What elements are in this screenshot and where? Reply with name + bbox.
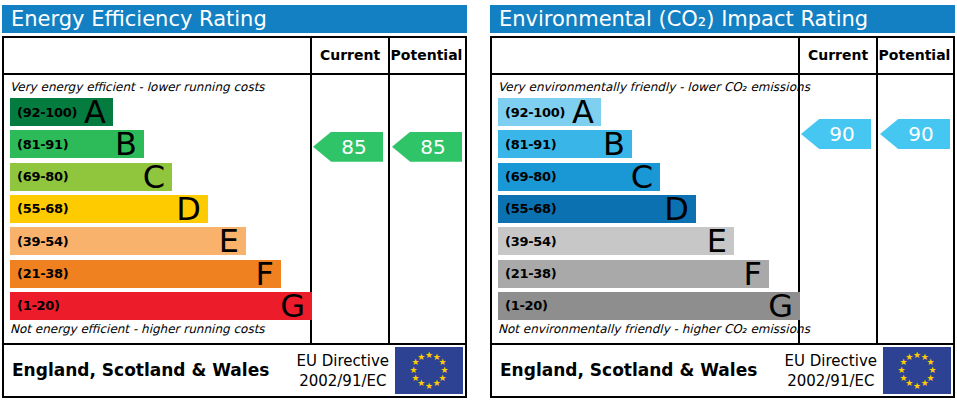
band-range: (1-20) [10,298,60,313]
band-range: (39-54) [498,234,556,249]
eu-flag: ★★★★★★★★★★★★ [883,347,951,394]
band-range: (92-100) [498,105,565,120]
environmental-rating-chart: Current Potential Very environmentally f… [490,36,955,345]
band-c: (69-80) C [498,163,660,191]
band-letter: C [143,163,172,191]
eu-flag: ★★★★★★★★★★★★ [395,347,463,394]
current-column-header: Current [312,38,388,73]
potential-rating-value: 85 [420,135,445,159]
potential-column-header: Potential [878,38,951,73]
band-range: (69-80) [10,169,68,184]
band-e: (39-54) E [10,227,246,255]
current-rating-value: 85 [341,135,366,159]
band-e: (39-54) E [498,227,734,255]
band-a: (92-100) A [498,98,601,126]
current-rating-arrow: 90 [801,119,871,149]
eu-directive-line2: 2002/91/EC [297,371,389,391]
band-range: (55-68) [498,201,556,216]
eu-flag-star: ★ [432,379,441,388]
current-rating-arrow: 85 [313,132,383,162]
band-range: (21-38) [10,266,68,281]
eu-flag-star: ★ [920,379,929,388]
eu-flag-star: ★ [897,366,906,375]
column-divider [388,38,390,343]
energy-rating-chart: Current Potential Very energy efficient … [2,36,467,345]
band-letter: A [572,98,601,126]
band-letter: B [603,130,632,158]
bottom-note: Not environmentally friendly - higher CO… [498,322,810,336]
band-letter: F [744,260,769,288]
band-letter: D [176,195,208,223]
eu-flag-star: ★ [913,382,922,391]
potential-rating-arrow: 90 [880,119,950,149]
panel-footer: England, Scotland & Wales EU Directive 2… [2,343,467,398]
band-letter: E [707,227,734,255]
band-letter: D [664,195,696,223]
band-b: (81-91) B [498,130,632,158]
region-label: England, Scotland & Wales [12,345,269,396]
eu-flag-star: ★ [411,374,420,383]
current-column-header: Current [800,38,876,73]
band-range: (69-80) [498,169,556,184]
band-f: (21-38) F [10,260,281,288]
eu-flag-star: ★ [417,353,426,362]
band-letter: E [219,227,246,255]
eu-flag-star: ★ [905,353,914,362]
environmental-impact-panel: Environmental (CO₂) Impact Rating Curren… [490,0,955,404]
eu-flag-star: ★ [899,374,908,383]
eu-directive-line2: 2002/91/EC [785,371,877,391]
top-note: Very environmentally friendly - lower CO… [498,80,810,94]
band-range: (81-91) [498,137,556,152]
eu-directive-label: EU Directive 2002/91/EC [297,351,389,391]
band-range: (39-54) [10,234,68,249]
band-range: (21-38) [498,266,556,281]
eu-directive-line1: EU Directive [785,351,877,371]
panel-title: Energy Efficiency Rating [2,5,467,33]
energy-efficiency-panel: Energy Efficiency Rating Current Potenti… [2,0,467,404]
band-letter: G [280,292,312,320]
panel-footer: England, Scotland & Wales EU Directive 2… [490,343,955,398]
band-d: (55-68) D [10,195,208,223]
bottom-note: Not energy efficient - higher running co… [10,322,265,336]
column-divider [876,38,878,343]
eu-flag-star: ★ [425,382,434,391]
band-a: (92-100) A [10,98,113,126]
band-f: (21-38) F [498,260,769,288]
region-label: England, Scotland & Wales [500,345,757,396]
band-range: (1-20) [498,298,548,313]
band-b: (81-91) B [10,130,144,158]
potential-column-header: Potential [390,38,463,73]
band-range: (92-100) [10,105,77,120]
band-letter: C [631,163,660,191]
band-c: (69-80) C [10,163,172,191]
band-d: (55-68) D [498,195,696,223]
eu-directive-label: EU Directive 2002/91/EC [785,351,877,391]
current-rating-value: 90 [829,122,854,146]
band-letter: B [115,130,144,158]
band-range: (81-91) [10,137,68,152]
band-letter: F [256,260,281,288]
band-g: (1-20) G [10,292,312,320]
band-g: (1-20) G [498,292,800,320]
potential-rating-arrow: 85 [392,132,462,162]
top-note: Very energy efficient - lower running co… [10,80,265,94]
eu-flag-star: ★ [409,366,418,375]
band-letter: G [768,292,800,320]
potential-rating-value: 90 [908,122,933,146]
band-range: (55-68) [10,201,68,216]
eu-directive-line1: EU Directive [297,351,389,371]
panel-title: Environmental (CO₂) Impact Rating [490,5,955,33]
band-letter: A [84,98,113,126]
